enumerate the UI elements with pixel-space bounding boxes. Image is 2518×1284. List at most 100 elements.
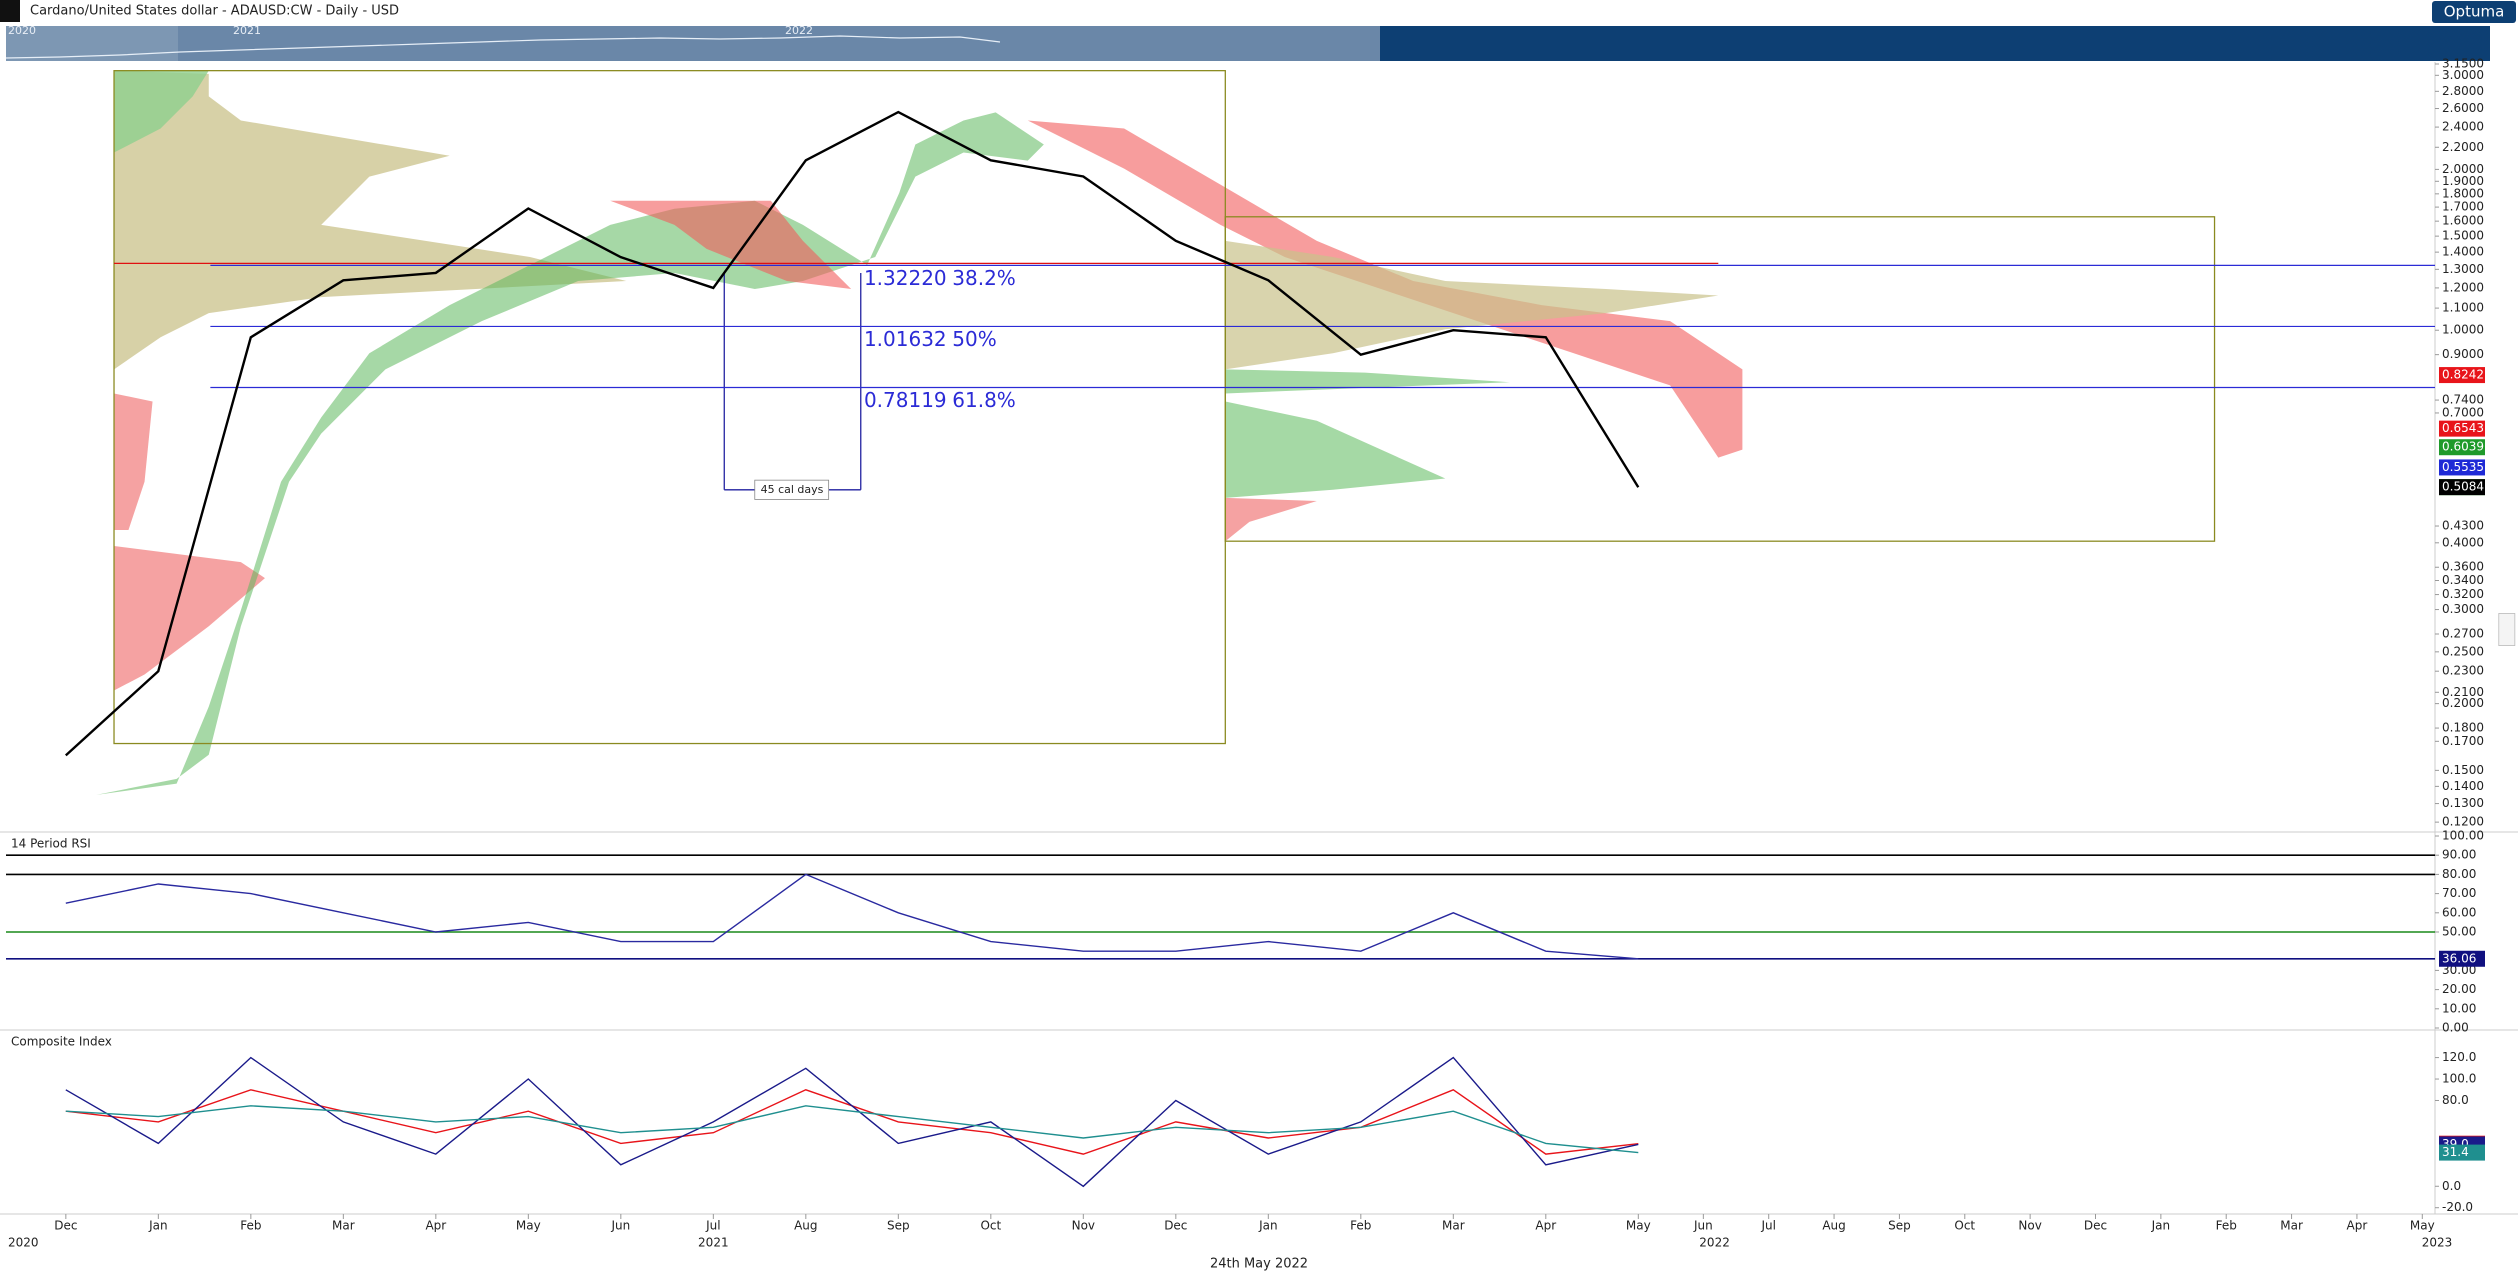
x-tick-label: Oct — [980, 1219, 1001, 1233]
y-tick-label: 100.0 — [2442, 1072, 2476, 1086]
x-tick-label: Dec — [54, 1219, 77, 1233]
y-tick-label: 80.00 — [2442, 867, 2476, 881]
y-tick-label: 0.4300 — [2442, 519, 2484, 533]
panel-title: Composite Index — [11, 1035, 112, 1049]
footer-date: 24th May 2022 — [1210, 1257, 1308, 1272]
value-tag — [2439, 950, 2485, 967]
logo-box — [2432, 1, 2516, 23]
y-tick-label: 0.2300 — [2442, 664, 2484, 678]
value-tag-label: 0.5084 — [2442, 480, 2484, 494]
navigator-line — [5, 35, 1001, 59]
y-tick-label: 10.00 — [2442, 1001, 2476, 1015]
y-tick-label: 0.3400 — [2442, 573, 2484, 587]
y-tick-label: 100.00 — [2442, 829, 2484, 843]
x-tick-label: May — [1626, 1219, 1651, 1233]
app-icon[interactable] — [0, 0, 20, 22]
x-tick-label: Jan — [1258, 1219, 1278, 1233]
x-tick-label: Jun — [610, 1219, 630, 1233]
chart-title: Cardano/United States dollar - ADAUSD:CW… — [30, 4, 399, 19]
navigator-range[interactable] — [178, 26, 1380, 61]
x-tick-label: May — [516, 1219, 541, 1233]
volume-profile — [114, 70, 209, 153]
y-tick-label: 0.1500 — [2442, 763, 2484, 777]
series-line — [65, 1105, 1639, 1154]
value-tag-label: 36.06 — [2442, 951, 2476, 965]
x-tick-label: Mar — [332, 1219, 355, 1233]
logo: Optuma — [2444, 3, 2505, 21]
series-line — [65, 873, 1639, 960]
y-tick-label: 0.1700 — [2442, 734, 2484, 748]
range-box — [1224, 216, 2216, 542]
value-tag — [2439, 459, 2485, 476]
y-tick-label: 2.2000 — [2442, 140, 2484, 154]
y-tick-label: 0.7000 — [2442, 405, 2484, 419]
fib-label: 0.78119 — [864, 388, 947, 412]
y-tick-label: 1.6000 — [2442, 214, 2484, 228]
volume-profile — [1225, 240, 1719, 370]
x-tick-label: Oct — [1954, 1219, 1975, 1233]
y-tick-label: 50.00 — [2442, 925, 2476, 939]
series-line — [64, 110, 1640, 757]
x-tick-label: Apr — [425, 1219, 446, 1233]
navigator-label: 2021 — [233, 24, 261, 37]
year-label: 2023 — [2422, 1236, 2453, 1250]
y-tick-label: 2.4000 — [2442, 120, 2484, 134]
year-label: 2020 — [8, 1236, 39, 1250]
x-tick-label: Mar — [1442, 1219, 1465, 1233]
fib-ratio: 38.2% — [952, 266, 1016, 290]
side-panel-toggle[interactable] — [2498, 613, 2516, 646]
y-tick-label: 0.2000 — [2442, 696, 2484, 710]
x-tick-label: Apr — [2347, 1219, 2368, 1233]
year-label: 2022 — [1699, 1236, 1730, 1250]
y-tick-label: 3.1500 — [2442, 57, 2484, 71]
y-tick-label: 2.6000 — [2442, 101, 2484, 115]
x-tick-label: Sep — [887, 1219, 910, 1233]
year-label: 2021 — [698, 1236, 729, 1250]
annotation-box — [754, 479, 830, 500]
panel-title: 14 Period RSI — [11, 837, 91, 851]
volume-profile — [1225, 401, 1446, 498]
value-tag-label: 0.5535 — [2442, 460, 2484, 474]
series-line — [65, 1056, 1639, 1188]
fib-label: 1.32220 — [864, 266, 947, 290]
y-tick-label: 1.9000 — [2442, 174, 2484, 188]
x-tick-label: Aug — [794, 1219, 817, 1233]
x-tick-label: Jul — [705, 1219, 720, 1233]
navigator-label: 2020 — [8, 24, 36, 37]
volume-profile — [114, 70, 627, 370]
fib-ratio: 50% — [952, 327, 996, 351]
y-tick-label: 1.2000 — [2442, 280, 2484, 294]
y-tick-label: 3.0000 — [2442, 68, 2484, 82]
y-tick-label: 1.4000 — [2442, 245, 2484, 259]
x-tick-label: Jan — [2151, 1219, 2171, 1233]
y-tick-label: 0.2500 — [2442, 644, 2484, 658]
y-tick-label: 70.00 — [2442, 886, 2476, 900]
x-tick-label: Mar — [2280, 1219, 2303, 1233]
x-tick-label: Nov — [2018, 1219, 2041, 1233]
volume-profile — [114, 393, 153, 530]
y-tick-label: 1.7000 — [2442, 200, 2484, 214]
annotation: 45 cal days — [761, 483, 824, 496]
fib-ratio: 61.8% — [952, 388, 1016, 412]
value-tag — [2439, 439, 2485, 456]
y-tick-label: 0.3200 — [2442, 587, 2484, 601]
x-tick-label: Jun — [1693, 1219, 1713, 1233]
x-tick-label: May — [2410, 1219, 2435, 1233]
value-tag-label: 0.6543 — [2442, 421, 2484, 435]
y-tick-label: 1.0000 — [2442, 323, 2484, 337]
y-tick-label: 0.1300 — [2442, 796, 2484, 810]
y-tick-label: 0.4000 — [2442, 535, 2484, 549]
x-tick-label: Feb — [1350, 1219, 1371, 1233]
y-tick-label: 0.1400 — [2442, 779, 2484, 793]
y-tick-label: 0.0 — [2442, 1179, 2461, 1193]
y-tick-label: 90.00 — [2442, 848, 2476, 862]
cloud-green — [96, 112, 1044, 795]
x-tick-label: Dec — [1164, 1219, 1187, 1233]
overlays — [96, 70, 2516, 795]
y-tick-label: 0.3600 — [2442, 560, 2484, 574]
y-tick-label: -20.0 — [2442, 1200, 2473, 1214]
y-tick-label: 0.9000 — [2442, 347, 2484, 361]
y-tick-label: 0.2100 — [2442, 685, 2484, 699]
